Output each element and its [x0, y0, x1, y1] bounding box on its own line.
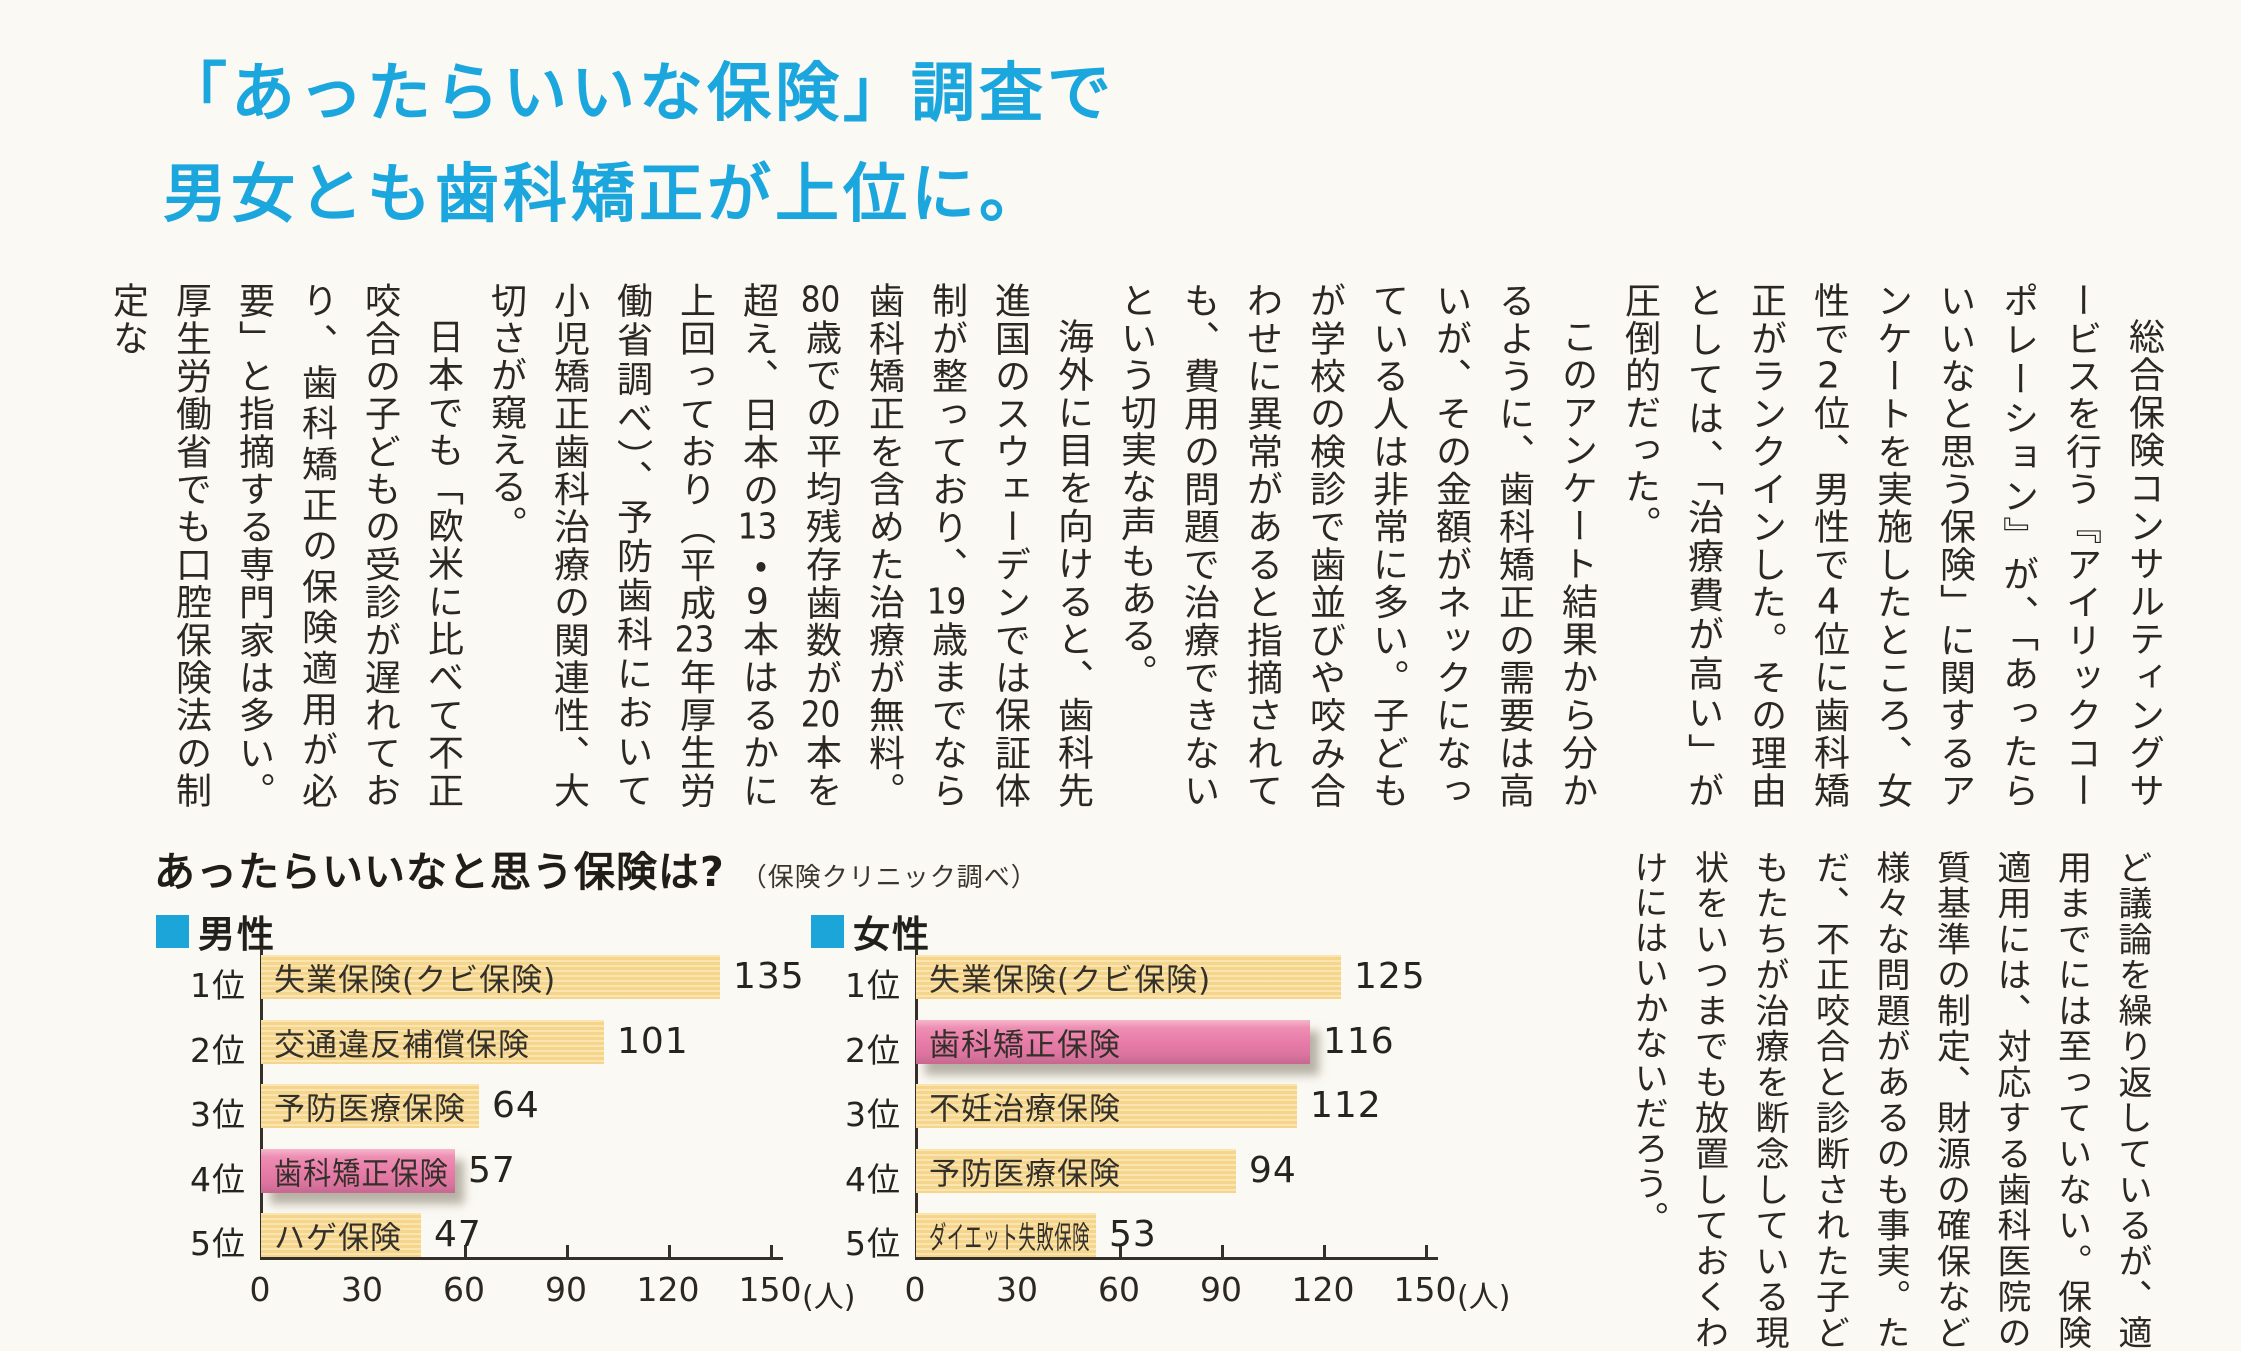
axis-tick-label: 0 — [249, 1270, 271, 1309]
rank-label: 3位 — [190, 1095, 246, 1134]
axis-tick-label: 30 — [341, 1270, 383, 1309]
axis-tick-label: 90 — [545, 1270, 587, 1309]
axis-unit-label: (人) — [1457, 1280, 1511, 1315]
chart-title: あったらいいなと思う保険は? — [154, 848, 725, 896]
legend-label: 女性 — [853, 913, 931, 956]
bar: 予防医療保険 — [916, 1148, 1236, 1193]
axis-tick-label: 30 — [996, 1270, 1038, 1309]
rank-label: 2位 — [190, 1030, 246, 1070]
axis-tick-label: 0 — [904, 1270, 926, 1309]
rank-label: 1位 — [190, 966, 246, 1005]
bar-value: 47 — [434, 1214, 482, 1255]
bar: 予防医療保険 — [261, 1084, 479, 1128]
article-body-continued: ど議論を繰り返しているが、適用までには至っていない。保険適用には、対応する歯科医… — [1614, 850, 2162, 1350]
axis-tick-mark — [668, 1245, 671, 1257]
legend-color-swatch — [156, 914, 189, 948]
axis-tick-label: 60 — [443, 1270, 485, 1309]
bar-category-label: 予防医療保険 — [929, 1156, 1121, 1192]
bar-category-label: 不妊治療保険 — [929, 1091, 1121, 1128]
axis-tick-label: 120 — [636, 1270, 700, 1309]
headline: 「あったらいいな保険」調査で 男女とも歯科矯正が上位に。 — [163, 44, 1115, 246]
bar-value: 53 — [1109, 1214, 1157, 1255]
bar: ダイエット失敗保険 — [916, 1213, 1096, 1257]
bar-value: 125 — [1354, 956, 1426, 997]
x-axis-line — [915, 1257, 1438, 1260]
chart-source-note: （保険クリニック調べ） — [740, 863, 1038, 893]
article-paragraph: ど議論を繰り返しているが、適用までには至っていない。保険適用には、対応する歯科医… — [1628, 850, 2152, 1350]
legend-color-swatch — [811, 914, 844, 948]
axis-tick-mark — [1323, 1245, 1326, 1257]
x-axis-line — [260, 1257, 783, 1260]
bar-highlighted: 歯科矯正保険 — [261, 1148, 455, 1193]
axis-tick-label: 150 — [1393, 1270, 1457, 1309]
bar-value: 94 — [1249, 1149, 1297, 1191]
rank-label: 4位 — [845, 1159, 901, 1199]
bar: 交通違反補償保険 — [261, 1019, 604, 1064]
bar-value: 64 — [492, 1085, 540, 1126]
article-paragraph: このアンケート結果から分かるように、歯科矯正の需要は高いが、その金額がネックにな… — [1115, 282, 1597, 809]
chart-women: 女性 0 30 60 90 120 150 (人) 1位 失業保険(クビ保険) 125 2位 歯科矯正保… — [805, 898, 1510, 1345]
chart-men: 男性 0 30 60 90 120 150 (人) 1位 失業保険(クビ保険) 135 2位 交通違反補… — [150, 898, 855, 1345]
axis-tick-mark — [566, 1245, 569, 1257]
axis-tick-label: 120 — [1291, 1270, 1355, 1309]
axis-tick-mark — [770, 1245, 773, 1257]
article-body: 総合保険コンサルティングサービスを行う『アイリックコーポレーション』が、「あった… — [107, 282, 2175, 810]
rank-label: 1位 — [845, 966, 901, 1005]
bar-value: 135 — [733, 956, 805, 997]
bar-value: 57 — [468, 1149, 516, 1191]
bar-category-label: 歯科矯正保険 — [274, 1156, 449, 1192]
chart-header: あったらいいなと思う保険は? （保険クリニック調べ） — [154, 838, 1038, 898]
bar-category-label: 失業保険(クビ保険) — [274, 962, 557, 999]
bar-category-label: 歯科矯正保険 — [929, 1027, 1121, 1063]
bar-category-label: ハゲ保険 — [274, 1220, 402, 1257]
axis-tick-label: 150 — [738, 1270, 802, 1309]
headline-line-2: 男女とも歯科矯正が上位に。 — [163, 158, 1047, 233]
rank-label: 3位 — [845, 1095, 901, 1134]
axis-tick-label: 90 — [1200, 1270, 1242, 1309]
legend-label: 男性 — [198, 913, 276, 956]
rank-label: 5位 — [190, 1224, 246, 1263]
article-paragraph: 総合保険コンサルティングサービスを行う『アイリックコーポレーション』が、「あった… — [1619, 282, 2164, 810]
bar: 失業保険(クビ保険) — [916, 955, 1341, 999]
headline-line-1: 「あったらいいな保険」調査で — [163, 57, 1115, 131]
bar-value: 112 — [1310, 1085, 1382, 1126]
bar-category-label: 交通違反補償保険 — [274, 1027, 530, 1063]
rank-label: 5位 — [845, 1224, 901, 1263]
axis-tick-mark — [1119, 1245, 1122, 1257]
bar: 不妊治療保険 — [916, 1084, 1297, 1128]
bar-highlighted: 歯科矯正保険 — [916, 1019, 1310, 1064]
bar-category-label: 予防医療保険 — [274, 1091, 466, 1128]
article-paragraph: 海外に目を向けると、歯科先進国のスウェーデンでは保証体制が整っており、19歳まで… — [485, 282, 1093, 810]
axis-tick-mark — [1425, 1245, 1428, 1257]
bar: 失業保険(クビ保険) — [261, 955, 720, 999]
bar-category-label: ダイエット失敗保険 — [929, 1220, 1091, 1257]
bar-category-label: 失業保険(クビ保険) — [929, 962, 1212, 999]
rank-label: 2位 — [845, 1030, 901, 1070]
axis-unit-label: (人) — [802, 1280, 856, 1315]
bar: ハゲ保険 — [261, 1213, 421, 1257]
chart-legend: 男性 — [156, 904, 276, 958]
bar-value: 116 — [1323, 1020, 1395, 1062]
article-paragraph: 日本でも「欧米に比べて不正咬合の子どもの受診が遅れており、歯科矯正の保険適用が必… — [107, 282, 463, 809]
axis-tick-mark — [1221, 1245, 1224, 1257]
axis-tick-mark — [464, 1245, 467, 1257]
axis-tick-label: 60 — [1098, 1270, 1140, 1309]
bar-value: 101 — [617, 1020, 689, 1062]
chart-legend: 女性 — [811, 904, 931, 958]
rank-label: 4位 — [190, 1159, 246, 1199]
